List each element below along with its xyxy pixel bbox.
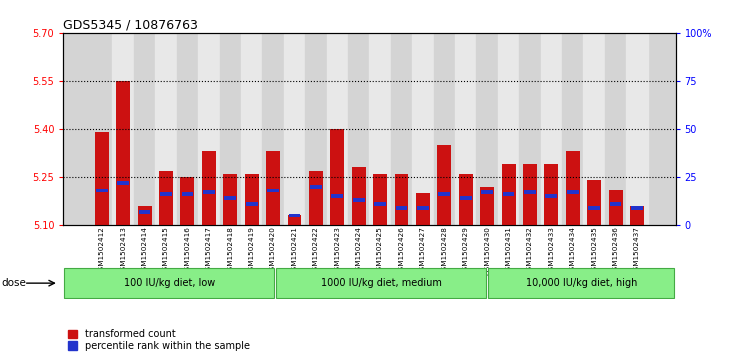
Bar xyxy=(373,174,387,225)
Bar xyxy=(437,145,452,225)
Bar xyxy=(116,81,130,225)
Bar xyxy=(374,202,386,206)
Bar xyxy=(241,33,263,225)
Bar xyxy=(476,33,498,225)
Bar xyxy=(245,174,259,225)
Bar xyxy=(65,269,274,298)
Bar xyxy=(630,206,644,225)
Bar xyxy=(394,174,408,225)
Bar xyxy=(609,190,623,225)
Text: GDS5345 / 10876763: GDS5345 / 10876763 xyxy=(63,18,198,31)
Bar xyxy=(523,164,537,225)
Bar xyxy=(94,132,109,225)
Bar xyxy=(480,187,494,225)
Bar xyxy=(562,33,583,225)
Bar xyxy=(96,188,108,192)
Bar xyxy=(177,33,198,225)
Bar xyxy=(610,202,621,206)
Bar xyxy=(202,151,216,225)
Bar xyxy=(331,194,343,198)
Bar xyxy=(566,151,580,225)
Bar xyxy=(583,33,605,225)
Bar xyxy=(589,206,600,210)
Bar xyxy=(287,215,301,225)
Bar xyxy=(118,181,129,185)
Bar xyxy=(438,192,450,196)
Bar xyxy=(481,191,493,194)
Bar xyxy=(348,33,369,225)
Bar xyxy=(289,213,301,217)
Text: dose: dose xyxy=(1,278,26,288)
Bar xyxy=(524,191,536,194)
Legend: transformed count, percentile rank within the sample: transformed count, percentile rank withi… xyxy=(68,329,250,351)
Text: 100 IU/kg diet, low: 100 IU/kg diet, low xyxy=(124,278,215,288)
Bar xyxy=(501,164,516,225)
Bar xyxy=(330,129,344,225)
Bar xyxy=(567,191,579,194)
Bar xyxy=(545,194,557,198)
Bar xyxy=(198,33,219,225)
Bar xyxy=(417,206,429,210)
Bar xyxy=(263,33,283,225)
Bar xyxy=(626,33,648,225)
Text: 10,000 IU/kg diet, high: 10,000 IU/kg diet, high xyxy=(526,278,637,288)
Bar xyxy=(353,198,365,202)
Bar xyxy=(309,171,323,225)
Bar xyxy=(605,33,626,225)
Bar xyxy=(327,33,348,225)
Bar xyxy=(310,185,321,188)
Bar xyxy=(138,206,152,225)
Bar xyxy=(182,192,193,196)
Bar xyxy=(631,206,643,210)
Text: 1000 IU/kg diet, medium: 1000 IU/kg diet, medium xyxy=(321,278,442,288)
Bar xyxy=(416,193,430,225)
Bar xyxy=(134,33,155,225)
Bar xyxy=(159,171,173,225)
Bar xyxy=(181,177,194,225)
Bar xyxy=(488,269,674,298)
Bar xyxy=(283,33,305,225)
Bar xyxy=(396,206,408,210)
Bar xyxy=(267,188,279,192)
Bar xyxy=(459,174,472,225)
Bar xyxy=(91,33,112,225)
Bar xyxy=(305,33,327,225)
Bar xyxy=(266,151,280,225)
Bar xyxy=(434,33,455,225)
Bar xyxy=(391,33,412,225)
Bar xyxy=(203,191,215,194)
Bar xyxy=(503,192,514,196)
Bar xyxy=(545,164,558,225)
Bar xyxy=(412,33,434,225)
Bar xyxy=(246,202,257,206)
Bar xyxy=(219,33,241,225)
Bar xyxy=(541,33,562,225)
Bar xyxy=(223,174,237,225)
Bar xyxy=(519,33,541,225)
Bar xyxy=(455,33,476,225)
Bar xyxy=(352,167,365,225)
Bar xyxy=(112,33,134,225)
Bar xyxy=(370,33,391,225)
Bar xyxy=(460,196,472,200)
Bar xyxy=(160,192,172,196)
Bar xyxy=(138,210,150,213)
Bar xyxy=(498,33,519,225)
Bar xyxy=(225,196,236,200)
Bar xyxy=(587,180,601,225)
Bar xyxy=(276,269,486,298)
Bar xyxy=(155,33,177,225)
